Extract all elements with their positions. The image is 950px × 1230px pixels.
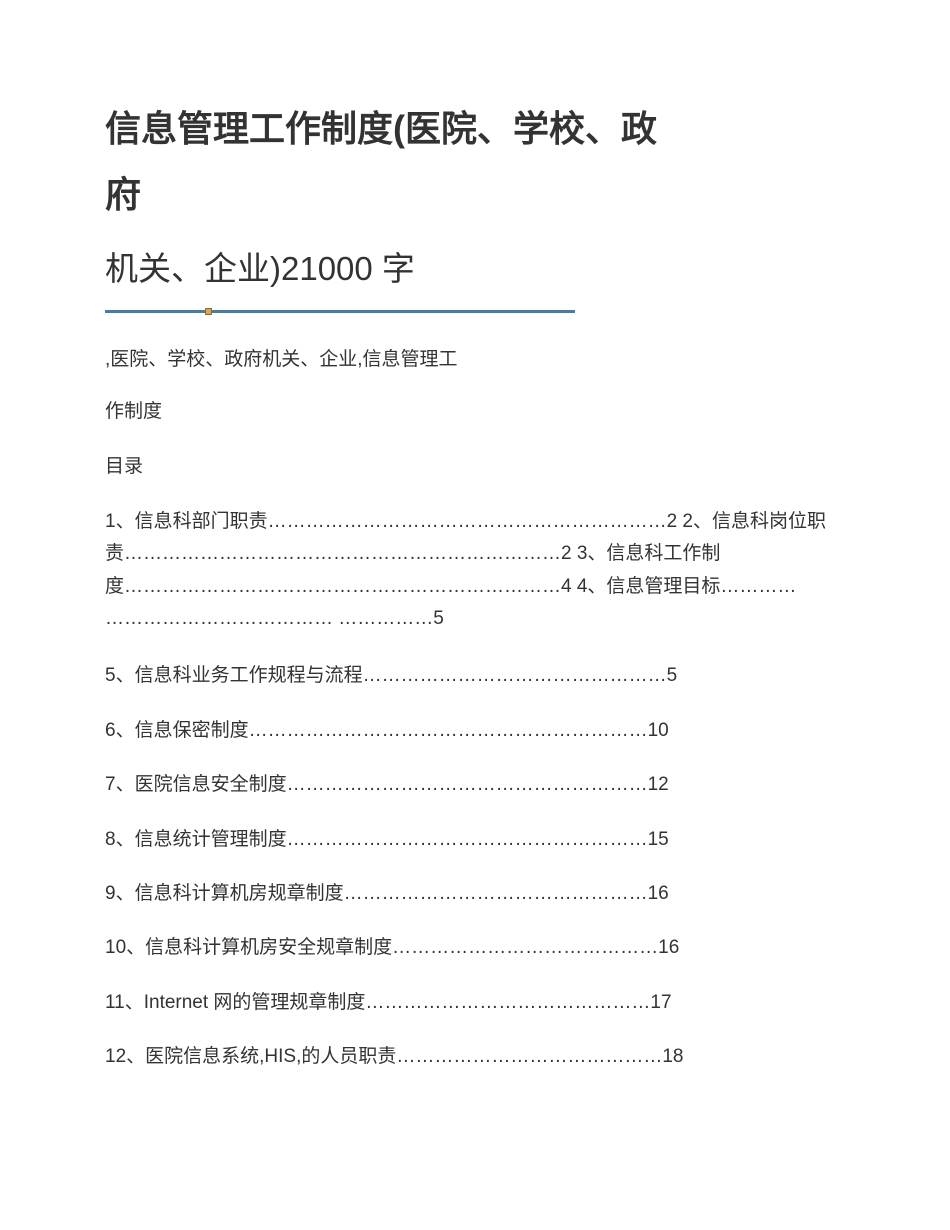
toc-item: 5、信息科业务工作规程与流程…………………………………………5 — [105, 661, 845, 691]
divider-marker — [205, 308, 212, 315]
toc-item: 8、信息统计管理制度…………………………………………………15 — [105, 825, 845, 855]
document-title-line2: 府 — [105, 166, 845, 224]
toc-item: 9、信息科计算机房规章制度…………………………………………16 — [105, 879, 845, 909]
divider-line — [105, 310, 575, 313]
toc-item: 6、信息保密制度………………………………………………………10 — [105, 716, 845, 746]
document-subtitle-line2: 作制度 — [105, 397, 845, 427]
document-subtitle-line1: ,医院、学校、政府机关、企业,信息管理工 — [105, 345, 845, 375]
title-divider — [105, 308, 575, 315]
document-title-line1: 信息管理工作制度(医院、学校、政 — [105, 100, 845, 158]
toc-combined-block: 1、信息科部门职责………………………………………………………2 2、信息科岗位职… — [105, 506, 845, 635]
document-title-line3: 机关、企业)21000 字 — [105, 243, 845, 296]
toc-item: 7、医院信息安全制度…………………………………………………12 — [105, 770, 845, 800]
toc-item: 11、Internet 网的管理规章制度………………………………………17 — [105, 988, 845, 1018]
toc-heading: 目录 — [105, 452, 845, 482]
toc-item: 12、医院信息系统,HIS,的人员职责……………………………………18 — [105, 1042, 845, 1072]
toc-item: 10、信息科计算机房安全规章制度……………………………………16 — [105, 933, 845, 963]
